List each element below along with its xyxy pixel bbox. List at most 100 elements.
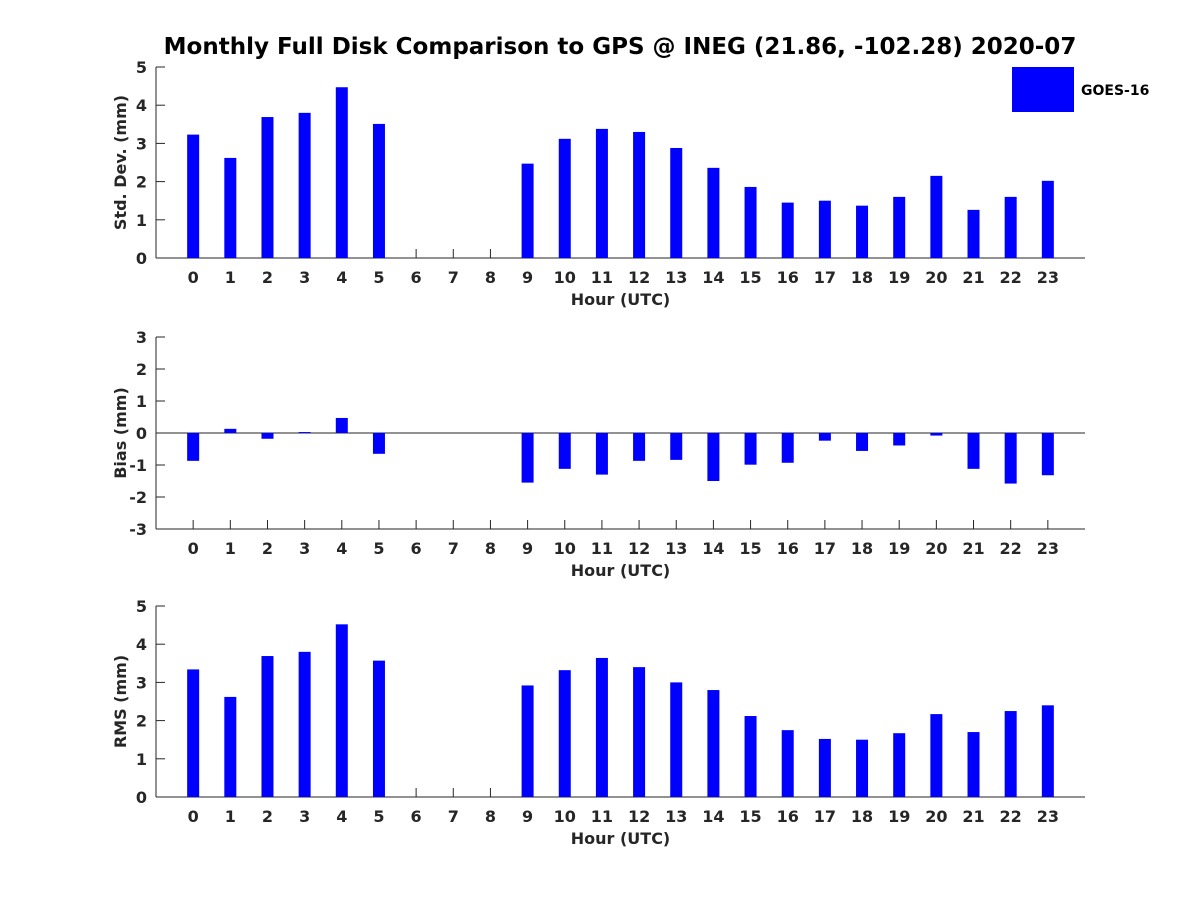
x-tick-label: 6	[411, 539, 422, 558]
x-tick-label: 9	[522, 539, 533, 558]
x-tick-label: 8	[485, 807, 496, 826]
x-tick-label: 15	[739, 268, 761, 287]
bar-hour-5	[372, 433, 385, 454]
y-tick-label: 0	[136, 249, 147, 268]
bar-hour-21	[967, 209, 980, 258]
x-tick-label: 17	[814, 807, 836, 826]
bar-hour-20	[930, 175, 943, 258]
x-tick-label: 11	[591, 807, 613, 826]
y-tick-label: 5	[136, 58, 147, 77]
y-tick-label: 3	[136, 673, 147, 692]
bar-hour-19	[893, 433, 906, 446]
x-tick-label: 2	[262, 807, 273, 826]
bar-hour-13	[670, 682, 683, 797]
bar-hour-18	[856, 205, 869, 258]
bar-hour-4	[335, 624, 348, 797]
bar-hour-1	[224, 428, 237, 433]
bar-hour-21	[967, 433, 980, 469]
bar-hour-0	[187, 669, 200, 797]
bar-hour-11	[595, 128, 608, 258]
bar-hour-2	[261, 117, 274, 259]
x-tick-label: 19	[888, 268, 910, 287]
x-tick-label: 1	[225, 268, 236, 287]
bar-hour-1	[224, 157, 237, 258]
bar-hour-19	[893, 196, 906, 258]
x-tick-label: 4	[336, 807, 347, 826]
x-tick-label: 22	[1000, 268, 1022, 287]
bar-hour-10	[558, 138, 571, 258]
y-tick-label: 5	[136, 597, 147, 616]
y-tick-label: 1	[136, 211, 147, 230]
x-tick-label: 22	[1000, 807, 1022, 826]
x-tick-label: 13	[665, 539, 687, 558]
x-tick-label: 14	[702, 807, 724, 826]
x-axis-label: Hour (UTC)	[571, 829, 671, 848]
x-tick-label: 14	[702, 539, 724, 558]
y-axis-label: Bias (mm)	[111, 387, 130, 479]
x-tick-label: 7	[448, 268, 459, 287]
bar-hour-20	[930, 433, 943, 436]
bar-hour-13	[670, 147, 683, 258]
x-tick-label: 1	[225, 807, 236, 826]
x-axis-label: Hour (UTC)	[571, 290, 671, 309]
bar-hour-22	[1004, 433, 1017, 484]
y-tick-label: 3	[136, 328, 147, 347]
legend: GOES-16	[1012, 67, 1149, 112]
y-tick-label: 3	[136, 134, 147, 153]
x-tick-label: 6	[411, 807, 422, 826]
bar-hour-19	[893, 733, 906, 797]
chart-title: Monthly Full Disk Comparison to GPS @ IN…	[164, 34, 1077, 60]
y-axis-label: Std. Dev. (mm)	[111, 95, 130, 230]
x-tick-label: 22	[1000, 539, 1022, 558]
bar-hour-5	[372, 660, 385, 797]
x-tick-label: 2	[262, 268, 273, 287]
x-tick-label: 4	[336, 539, 347, 558]
legend-label: GOES-16	[1081, 83, 1149, 99]
x-tick-label: 9	[522, 268, 533, 287]
y-tick-label: 2	[136, 712, 147, 731]
x-tick-label: 12	[628, 268, 650, 287]
bar-hour-14	[707, 690, 720, 797]
x-tick-label: 2	[262, 539, 273, 558]
x-tick-label: 3	[299, 539, 310, 558]
bar-hour-9	[521, 163, 534, 258]
bar-hour-17	[818, 738, 831, 797]
bar-hour-12	[633, 667, 646, 797]
bar-hour-16	[781, 730, 794, 797]
bar-hour-20	[930, 714, 943, 797]
x-tick-label: 18	[851, 807, 873, 826]
x-tick-label: 9	[522, 807, 533, 826]
bar-hour-12	[633, 131, 646, 258]
x-tick-label: 5	[373, 539, 384, 558]
y-tick-label: 0	[136, 424, 147, 443]
x-tick-label: 14	[702, 268, 724, 287]
x-tick-label: 3	[299, 268, 310, 287]
bar-hour-23	[1041, 180, 1054, 258]
x-tick-label: 6	[411, 268, 422, 287]
bar-hour-3	[298, 112, 311, 258]
x-tick-label: 17	[814, 539, 836, 558]
bar-hour-18	[856, 433, 869, 451]
bar-hour-14	[707, 167, 720, 258]
bar-hour-5	[372, 123, 385, 258]
x-tick-label: 20	[925, 807, 947, 826]
bar-hour-0	[187, 134, 200, 258]
x-tick-label: 12	[628, 539, 650, 558]
bar-hour-22	[1004, 196, 1017, 258]
y-tick-label: 4	[136, 96, 147, 115]
bar-hour-23	[1041, 433, 1054, 476]
x-tick-label: 23	[1037, 807, 1059, 826]
x-tick-label: 23	[1037, 268, 1059, 287]
x-tick-label: 21	[962, 539, 984, 558]
bar-hour-14	[707, 433, 720, 481]
x-tick-label: 18	[851, 268, 873, 287]
bar-hour-11	[595, 657, 608, 797]
bar-hour-17	[818, 200, 831, 258]
x-tick-label: 13	[665, 268, 687, 287]
x-tick-label: 16	[777, 539, 799, 558]
bar-hour-3	[298, 432, 311, 434]
x-tick-label: 5	[373, 268, 384, 287]
